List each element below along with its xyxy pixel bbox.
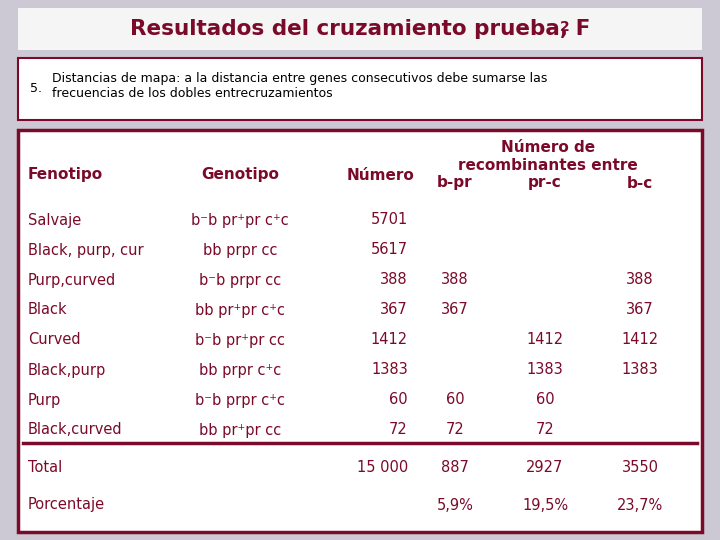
Text: 3550: 3550	[621, 461, 659, 476]
FancyBboxPatch shape	[18, 130, 702, 532]
Text: 1383: 1383	[621, 362, 658, 377]
Text: 60: 60	[390, 393, 408, 408]
Text: b⁻b pr⁺pr cc: b⁻b pr⁺pr cc	[195, 333, 285, 348]
Text: 887: 887	[441, 461, 469, 476]
Text: 367: 367	[626, 302, 654, 318]
Text: Black,purp: Black,purp	[28, 362, 107, 377]
Text: b-pr: b-pr	[437, 176, 473, 191]
Text: recombinantes entre: recombinantes entre	[458, 158, 638, 172]
Text: Resultados del cruzamiento prueba, F: Resultados del cruzamiento prueba, F	[130, 19, 590, 39]
Text: 60: 60	[446, 393, 464, 408]
Text: bb prpr cc: bb prpr cc	[203, 242, 277, 258]
Text: bb pr⁺pr c⁺c: bb pr⁺pr c⁺c	[195, 302, 285, 318]
Text: 5,9%: 5,9%	[436, 497, 474, 512]
Text: bb pr⁺pr cc: bb pr⁺pr cc	[199, 422, 281, 437]
Text: 1412: 1412	[371, 333, 408, 348]
Text: pr-c: pr-c	[528, 176, 562, 191]
Text: Número de: Número de	[501, 139, 595, 154]
Text: 1412: 1412	[621, 333, 659, 348]
Text: Salvaje: Salvaje	[28, 213, 81, 227]
Text: 15 000: 15 000	[356, 461, 408, 476]
FancyBboxPatch shape	[18, 8, 702, 50]
Text: Black, purp, cur: Black, purp, cur	[28, 242, 143, 258]
Text: b⁻b prpr cc: b⁻b prpr cc	[199, 273, 281, 287]
Text: Distancias de mapa: a la distancia entre genes consecutivos debe sumarse las: Distancias de mapa: a la distancia entre…	[52, 72, 547, 85]
Text: Black: Black	[28, 302, 68, 318]
Text: 388: 388	[626, 273, 654, 287]
FancyBboxPatch shape	[18, 58, 702, 120]
Text: 367: 367	[380, 302, 408, 318]
Text: 5.: 5.	[30, 83, 42, 96]
Text: Black,curved: Black,curved	[28, 422, 122, 437]
Text: frecuencias de los dobles entrecruzamientos: frecuencias de los dobles entrecruzamien…	[52, 87, 333, 100]
Text: 2: 2	[560, 20, 570, 34]
Text: Purp: Purp	[28, 393, 61, 408]
Text: 19,5%: 19,5%	[522, 497, 568, 512]
Text: 5617: 5617	[371, 242, 408, 258]
Text: 23,7%: 23,7%	[617, 497, 663, 512]
Text: Curved: Curved	[28, 333, 81, 348]
Text: 367: 367	[441, 302, 469, 318]
Text: 1412: 1412	[526, 333, 564, 348]
Text: 72: 72	[536, 422, 554, 437]
Text: Número: Número	[346, 167, 414, 183]
Text: 60: 60	[536, 393, 554, 408]
Text: Genotipo: Genotipo	[201, 167, 279, 183]
Text: Purp,curved: Purp,curved	[28, 273, 116, 287]
Text: bb prpr c⁺c: bb prpr c⁺c	[199, 362, 281, 377]
Text: 1383: 1383	[526, 362, 563, 377]
Text: b⁻b pr⁺pr c⁺c: b⁻b pr⁺pr c⁺c	[191, 213, 289, 227]
Text: 5701: 5701	[371, 213, 408, 227]
Text: Porcentaje: Porcentaje	[28, 497, 105, 512]
Text: b-c: b-c	[627, 176, 653, 191]
Text: 2927: 2927	[526, 461, 564, 476]
Text: 1383: 1383	[372, 362, 408, 377]
Text: 72: 72	[446, 422, 464, 437]
Text: 388: 388	[380, 273, 408, 287]
Text: Total: Total	[28, 461, 62, 476]
Text: 388: 388	[441, 273, 469, 287]
Text: 72: 72	[390, 422, 408, 437]
Text: Fenotipo: Fenotipo	[28, 167, 103, 183]
Text: b⁻b prpr c⁺c: b⁻b prpr c⁺c	[195, 393, 285, 408]
